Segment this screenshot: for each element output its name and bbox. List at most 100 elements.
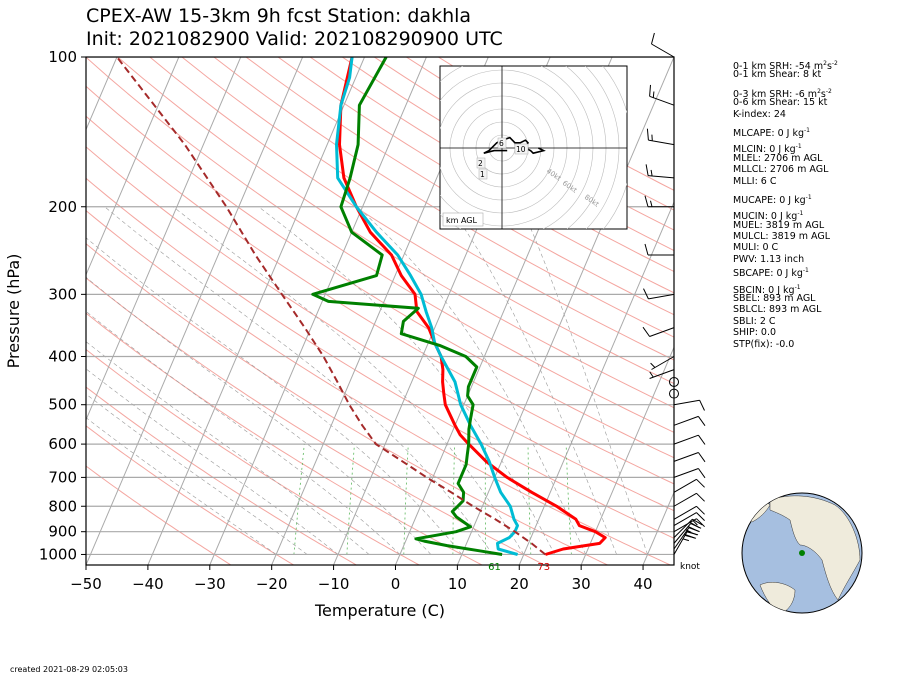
dry-adiabat xyxy=(213,57,674,338)
index-superscript: -1 xyxy=(805,193,812,201)
x-tick-label: −20 xyxy=(256,575,288,593)
wind-barb xyxy=(673,518,705,533)
index-line: MULCL: 3819 m AGL xyxy=(733,231,838,242)
index-line: MLEL: 2706 m AGL xyxy=(733,153,838,164)
isotherm xyxy=(518,200,674,565)
y-tick-label: 900 xyxy=(48,523,77,541)
wind-barb xyxy=(649,84,675,106)
index-line: SBCIN: 0 J kg-1 xyxy=(733,282,838,296)
y-tick-label: 300 xyxy=(48,285,77,303)
index-line: STP(fix): -0.0 xyxy=(733,339,838,350)
index-line: 0-6 km Shear: 15 kt xyxy=(733,97,838,108)
x-tick-label: −10 xyxy=(318,575,350,593)
isotherm xyxy=(86,57,242,422)
wind-barb xyxy=(673,512,705,527)
wind-barb xyxy=(649,369,675,379)
dry-adiabat xyxy=(86,348,420,565)
isotherm xyxy=(86,57,304,565)
isotherm xyxy=(147,57,365,565)
index-line: 0-3 km SRH: -6 m2s-2 xyxy=(733,86,838,100)
index-text: MLEL: 2706 m AGL xyxy=(733,152,823,164)
dry-adiabat xyxy=(86,312,483,565)
moist-adiabat xyxy=(86,368,339,555)
dry-adiabat xyxy=(309,57,674,273)
x-tick-label: 20 xyxy=(510,575,529,593)
indices-panel: 0-1 km SRH: -54 m2s-2 0-1 km Shear: 8 kt 0… xyxy=(733,58,838,350)
wind-barb xyxy=(642,326,675,337)
index-text: MULI: 0 C xyxy=(733,242,779,254)
calm-wind-circle xyxy=(669,388,679,399)
wind-barb xyxy=(673,434,706,445)
index-text: K-index: 24 xyxy=(733,108,786,120)
index-line: MLLI: 6 C xyxy=(733,176,838,187)
hodograph-frame xyxy=(439,65,628,230)
index-line: SBCAPE: 0 J kg-1 xyxy=(733,265,838,280)
hodograph-trace xyxy=(483,136,546,155)
isotherm xyxy=(580,346,674,565)
index-line: SBLCL: 893 m AGL xyxy=(733,304,838,315)
index-text: SHIP: 0.0 xyxy=(733,327,777,339)
wind-barbs xyxy=(642,32,706,557)
hodograph-unit-label: km AGL xyxy=(446,216,478,225)
index-line: K-index: 24 xyxy=(733,109,838,120)
station-marker xyxy=(799,550,805,556)
y-tick-label: 800 xyxy=(48,497,77,515)
south-america-land xyxy=(759,582,796,613)
index-superscript: 2 xyxy=(817,87,821,95)
index-text: 0-1 km SRH: -54 m xyxy=(733,61,824,72)
y-tick-label: 1000 xyxy=(39,545,77,563)
index-text: SBLI: 2 C xyxy=(733,315,776,327)
moist-adiabat xyxy=(86,417,277,555)
y-axis-label: Pressure (hPa) xyxy=(4,254,23,369)
x-tick-label: 10 xyxy=(448,575,467,593)
wind-barb xyxy=(673,452,706,463)
y-tick-label: 600 xyxy=(48,435,77,453)
dry-adiabat xyxy=(86,277,545,565)
index-text: MULCL: 3819 m AGL xyxy=(733,231,831,243)
index-text: 0-1 km Shear: 8 kt xyxy=(733,69,822,81)
index-line: MUCAPE: 0 J kg-1 xyxy=(733,192,838,206)
surface-temperature-label: 73 xyxy=(537,562,550,573)
wind-barb xyxy=(643,288,675,300)
index-unit: s xyxy=(826,61,832,72)
index-line: MLLCL: 2706 m AGL xyxy=(733,164,838,175)
index-text: SBCAPE: 0 J kg xyxy=(733,268,803,280)
y-tick-label: 400 xyxy=(48,348,77,366)
dry-adiabat xyxy=(86,209,671,565)
hodograph-height-box xyxy=(514,143,529,155)
profile-series-1 xyxy=(335,57,519,556)
isotherm xyxy=(209,57,427,565)
wind-barb xyxy=(651,32,675,58)
index-line: MULI: 0 C xyxy=(733,242,838,253)
hodograph-height-label: 10 xyxy=(516,145,526,154)
index-superscript: -2 xyxy=(825,87,832,95)
moist-adiabat xyxy=(258,206,555,555)
dry-adiabat xyxy=(245,57,674,316)
wind-barb xyxy=(673,415,706,426)
index-superscript: 2 xyxy=(823,60,827,67)
index-line: SBLI: 2 C xyxy=(733,316,838,327)
dry-adiabat xyxy=(86,465,232,565)
calm-wind-circle xyxy=(669,376,679,387)
index-text: 0-6 km Shear: 15 kt xyxy=(733,97,828,109)
y-tick-label: 700 xyxy=(48,468,77,486)
wind-barb xyxy=(673,399,705,411)
index-superscript: -1 xyxy=(795,143,802,151)
index-text: MLCAPE: 0 J kg xyxy=(733,127,804,139)
chart-title: CPEX-AW 15-3km 9h fcst Station: dakhla xyxy=(86,5,472,27)
index-unit: s xyxy=(820,88,826,100)
index-text: PWV: 1.13 inch xyxy=(733,253,805,265)
index-line: SHIP: 0.0 xyxy=(733,327,838,338)
index-text: 0-3 km SRH: -6 m xyxy=(733,88,818,100)
dry-adiabat xyxy=(86,146,674,512)
index-text: SBCIN: 0 J kg xyxy=(733,284,795,296)
moist-adiabat xyxy=(86,276,432,555)
y-tick-label: 200 xyxy=(48,198,77,216)
index-line: MUCIN: 0 J kg-1 xyxy=(733,208,838,222)
hodograph-unit-box xyxy=(442,212,484,227)
moist-adiabat xyxy=(86,393,308,555)
index-text: SBEL: 893 m AGL xyxy=(733,293,816,305)
mixing-ratio-line xyxy=(293,444,305,555)
index-line: MLCIN: 0 J kg-1 xyxy=(733,141,838,155)
